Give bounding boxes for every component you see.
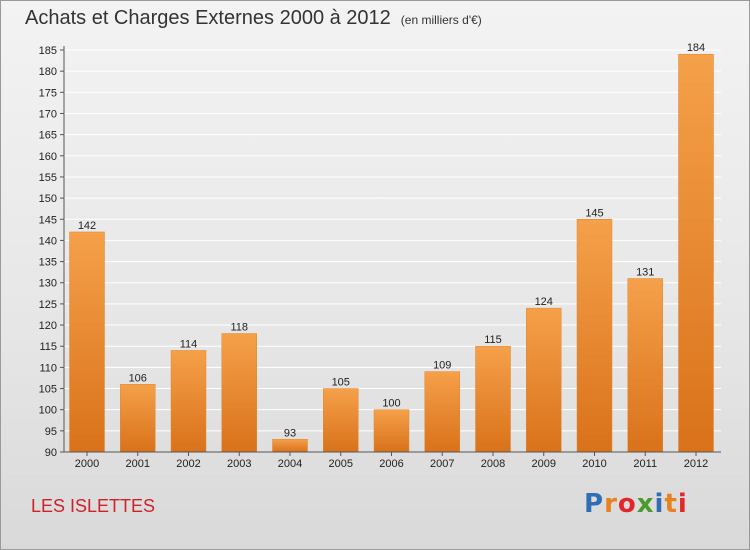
logo-letter: i: [677, 489, 688, 519]
chart-title: Achats et Charges Externes 2000 à 2012 (e…: [25, 7, 482, 30]
bar: [221, 333, 257, 453]
y-tick-label: 110: [39, 362, 57, 374]
grid-lines: [60, 49, 721, 453]
axes: [63, 46, 721, 456]
bar: [69, 231, 105, 453]
x-tick-label: 2005: [329, 458, 353, 470]
value-label: 109: [433, 360, 451, 372]
y-tick-label: 150: [39, 193, 57, 205]
value-label: 184: [687, 42, 705, 54]
value-label: 124: [535, 296, 553, 308]
x-tick-label: 2007: [430, 458, 454, 470]
value-label: 100: [382, 398, 400, 410]
logo-letter: P: [584, 489, 605, 519]
y-tick-label: 140: [39, 235, 57, 247]
bar: [627, 278, 663, 453]
bar: [120, 384, 156, 453]
bar: [323, 388, 359, 453]
y-tick-label: 155: [39, 172, 57, 184]
y-tick-label: 130: [39, 278, 57, 290]
logo-letter: x: [636, 489, 655, 519]
value-label: 93: [284, 427, 296, 439]
value-label: 105: [332, 377, 350, 389]
y-tick-label: 90: [45, 447, 57, 459]
y-tick-label: 180: [39, 66, 57, 78]
x-tick-label: 2009: [532, 458, 556, 470]
y-tick-labels: 90 95 100 105 110 115 120 125 130 135 140 145 150 155…: [39, 45, 57, 459]
x-tick-label: 2006: [379, 458, 403, 470]
x-tick-label: 2000: [75, 458, 99, 470]
y-tick-label: 160: [39, 151, 57, 163]
y-tick-label: 170: [39, 108, 57, 120]
x-tick-label: 2011: [633, 458, 657, 470]
value-label: 145: [585, 207, 603, 219]
bar: [424, 371, 460, 453]
value-label: 106: [129, 372, 147, 384]
bars: [69, 53, 714, 453]
y-tick-label: 100: [39, 405, 57, 417]
x-tick-label: 2001: [126, 458, 150, 470]
y-tick-label: 115: [39, 341, 57, 353]
value-label: 118: [230, 322, 248, 334]
x-tick-label: 2003: [227, 458, 251, 470]
logo-letter: t: [664, 489, 678, 519]
bar: [475, 345, 511, 453]
x-tick-label: 2010: [582, 458, 606, 470]
y-tick-label: 120: [39, 320, 57, 332]
value-label: 142: [78, 220, 96, 232]
y-tick-label: 175: [39, 87, 57, 99]
y-tick-label: 135: [39, 257, 57, 269]
value-labels: 142 106 114 118 93 105 100 109 115 124 145 131 184: [78, 42, 705, 439]
chart-subtitle: (en milliers d'€): [400, 13, 482, 27]
bar: [170, 350, 207, 453]
x-tick-label: 2008: [481, 458, 505, 470]
logo-letter: o: [617, 489, 637, 519]
value-label: 131: [636, 267, 654, 279]
x-tick-label: 2002: [176, 458, 200, 470]
bar: [678, 53, 714, 453]
bar: [373, 409, 410, 453]
x-tick-label: 2012: [684, 458, 708, 470]
value-label: 115: [484, 334, 502, 346]
x-tick-label: 2004: [278, 458, 302, 470]
y-tick-label: 165: [39, 130, 57, 142]
bar: [526, 307, 562, 453]
y-tick-label: 95: [45, 426, 57, 438]
y-tick-label: 145: [39, 214, 57, 226]
x-tick-labels: 2000 2001 2002 2003 2004 2005 2006 2007 2008 2009…: [75, 458, 708, 470]
bar: [576, 219, 613, 453]
bar: [272, 439, 308, 453]
commune-name: LES ISLETTES: [31, 496, 156, 516]
logo-letter: i: [654, 489, 665, 519]
chart-title-text: Achats et Charges Externes 2000 à 2012: [25, 7, 391, 29]
y-tick-label: 185: [39, 45, 57, 57]
y-tick-label: 105: [39, 384, 57, 396]
value-label: 114: [180, 338, 198, 350]
logo-letter: r: [604, 489, 618, 519]
y-tick-label: 125: [39, 299, 57, 311]
